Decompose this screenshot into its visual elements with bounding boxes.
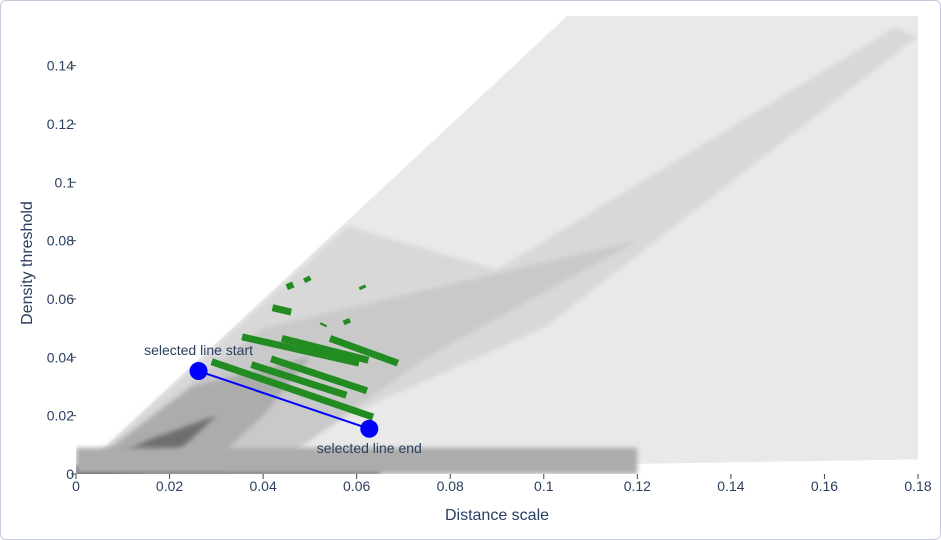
y-tick-label: 0: [66, 466, 74, 482]
density-band: [76, 447, 638, 474]
selected-line-end-label: selected line end: [317, 440, 422, 456]
highlight-segment: [250, 361, 348, 399]
highlight-segments-layer: [210, 275, 400, 421]
y-tick-label: 0.08: [47, 233, 74, 249]
highlight-segment: [342, 318, 351, 326]
selected-line-end-marker: [360, 419, 379, 438]
highlight-segment: [285, 281, 295, 291]
y-tick-label: 0.04: [47, 349, 74, 365]
highlight-segment: [210, 358, 375, 421]
x-tick-label: 0.06: [343, 478, 370, 494]
x-tick-label: 0.04: [249, 478, 276, 494]
highlight-segment: [328, 335, 400, 367]
x-tick-label: 0.08: [437, 478, 464, 494]
x-tick-label: 0.12: [624, 478, 651, 494]
highlight-segment: [358, 284, 367, 291]
x-tick-label: 0.14: [717, 478, 744, 494]
x-tick-label: 0.1: [534, 478, 554, 494]
y-tick-label: 0.12: [47, 116, 74, 132]
selected-line-start-label: selected line start: [144, 342, 253, 358]
highlight-segment: [303, 275, 312, 284]
y-tick-label: 0.06: [47, 291, 74, 307]
y-tick-label: 0.02: [47, 408, 74, 424]
selected-line-start-marker: [189, 362, 208, 381]
highlight-segment: [269, 355, 369, 395]
highlight-segment: [241, 333, 360, 367]
highlight-segment: [280, 334, 370, 364]
selected-line: [198, 370, 370, 430]
y-axis-title: Density threshold: [19, 201, 36, 325]
x-tick-label: 0.02: [156, 478, 183, 494]
y-tick-label: 0.14: [47, 58, 74, 74]
density-region: [76, 357, 310, 474]
x-axis-title: Distance scale: [445, 507, 549, 524]
x-tick-label: 0.16: [811, 478, 838, 494]
highlight-segment: [271, 304, 292, 316]
y-tick-label: 0.1: [55, 174, 75, 190]
x-tick-label: 0.18: [904, 478, 931, 494]
highlight-segment: [319, 322, 328, 328]
x-tick-label: 0: [72, 478, 80, 494]
